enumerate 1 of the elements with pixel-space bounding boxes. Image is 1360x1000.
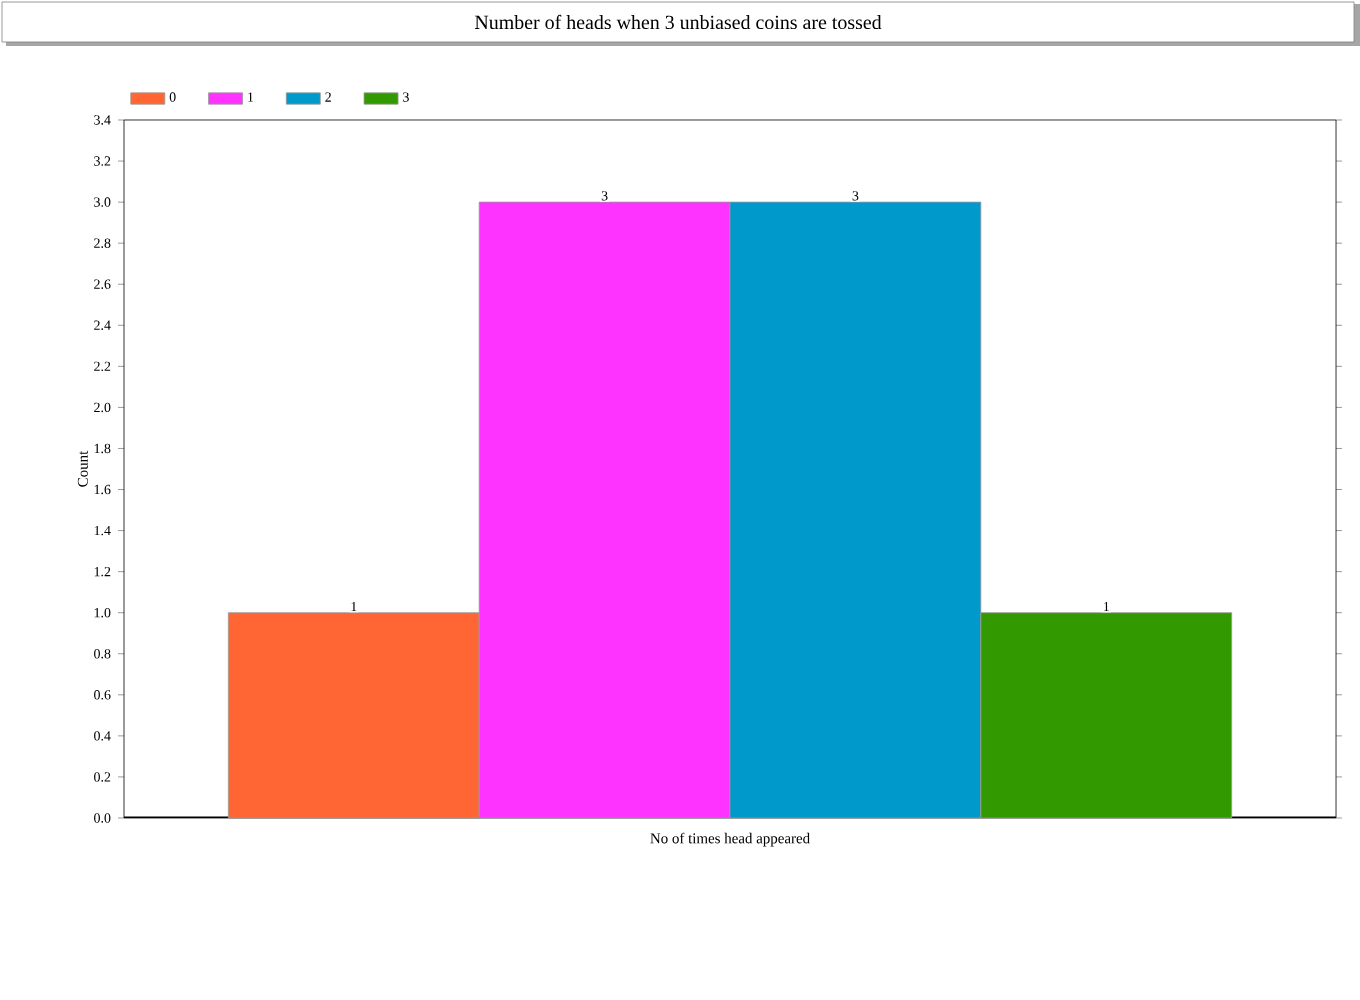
chart-title: Number of heads when 3 unbiased coins are tossed xyxy=(474,14,882,30)
